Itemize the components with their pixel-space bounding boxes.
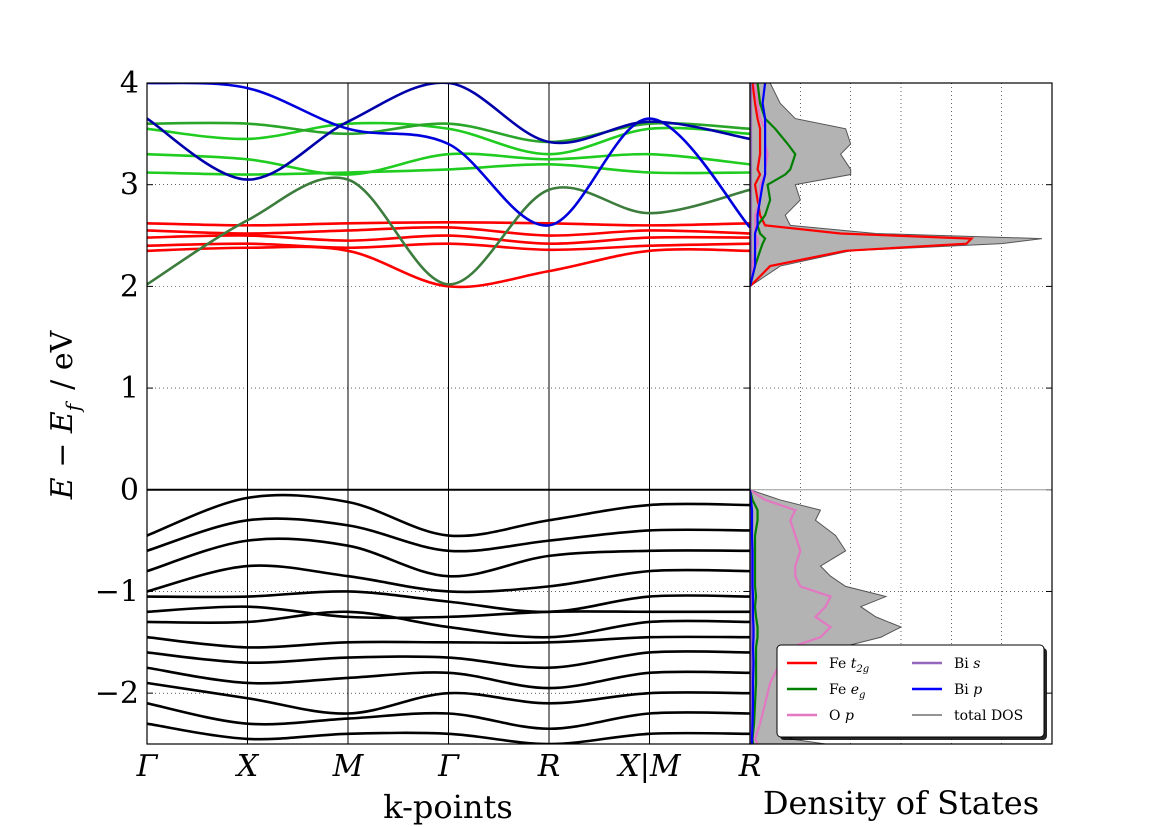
valence-band-line — [147, 610, 750, 639]
legend-label-subscript: 2g — [855, 664, 869, 675]
conduction-band-line — [147, 176, 750, 286]
kpoint-label: Γ — [136, 749, 159, 784]
legend-label: O p — [829, 708, 854, 724]
dos-x-axis-label: Density of States — [763, 784, 1039, 822]
band-y-tick-label: −1 — [95, 574, 139, 609]
legend-label-text: O — [829, 708, 845, 724]
valence-band-line — [147, 564, 750, 594]
legend-label-symbol: s — [973, 656, 980, 672]
band-y-ticks: −2 −1 0 1 2 3 4 — [95, 66, 750, 711]
pdos-line — [750, 488, 833, 744]
pdos-line — [750, 489, 759, 744]
band-y-tick-label: 2 — [120, 269, 139, 304]
legend-label-symbol: e — [851, 682, 859, 698]
svg-text:E − Ef/ eV: E − Ef / eV — [45, 329, 85, 500]
conduction-band-line — [147, 245, 750, 289]
kpoint-label: M — [332, 749, 365, 784]
valence-band-line — [147, 605, 750, 620]
legend-label: Fe t2g — [829, 656, 869, 675]
valence-band-line — [147, 666, 750, 690]
pdos-line — [750, 83, 975, 288]
band-y-tick-label: 3 — [120, 168, 139, 203]
conduction-band-line — [147, 221, 750, 227]
legend-label-text: Fe — [829, 656, 851, 672]
valence-band-line — [147, 590, 750, 614]
valence-band-line — [147, 517, 750, 553]
kpoint-label: R — [537, 749, 561, 784]
band-lines — [147, 83, 750, 744]
conduction-band-line — [147, 83, 750, 181]
pdos-line — [750, 83, 797, 287]
pdos-line — [750, 489, 755, 744]
valence-band-line — [147, 493, 750, 538]
band-grid — [147, 82, 750, 744]
dos-axes-frame — [749, 82, 1053, 745]
legend-label: Fe eg — [829, 682, 865, 701]
band-x-axis-label: k-points — [383, 788, 513, 826]
conduction-band-line — [147, 152, 750, 176]
y-label-sub: f — [61, 400, 85, 413]
legend-label: Bi p — [954, 682, 982, 698]
band-y-tick-label: −2 — [95, 676, 139, 711]
conduction-band-line — [147, 242, 750, 252]
legend-label-text: Bi — [954, 656, 973, 672]
valence-band-line — [147, 635, 750, 649]
pdos-line — [750, 83, 767, 287]
valence-band-line — [147, 537, 750, 578]
band-y-tick-label: 1 — [120, 371, 139, 406]
legend-label-text: total DOS — [954, 708, 1023, 724]
conduction-band-line — [147, 163, 750, 176]
conduction-band-line — [147, 234, 750, 245]
conduction-band-line — [147, 225, 750, 237]
band-x-ticks: Γ X M Γ R X|M R — [136, 749, 762, 784]
valence-band-line — [147, 702, 750, 731]
kpoint-label: X — [235, 749, 260, 784]
legend-label-symbol: t — [851, 656, 857, 672]
legend-label-text: Fe — [829, 682, 851, 698]
band-y-tick-label: 4 — [120, 66, 139, 101]
legend-label: Bi s — [954, 656, 980, 672]
pdos-line — [750, 83, 753, 287]
legend-label-subscript: g — [859, 690, 865, 701]
band-y-tick-label: 0 — [120, 473, 139, 508]
valence-band-line — [147, 650, 750, 670]
legend-label-symbol: p — [845, 708, 854, 724]
y-label-unit: / eV — [45, 329, 80, 389]
valence-band-line — [147, 681, 750, 715]
band-structure-panel: −2 −1 0 1 2 3 4 Γ X M Γ R X|M R k-points E − Ef / eV — [45, 66, 761, 826]
valence-band-line — [147, 722, 750, 744]
conduction-band-line — [147, 121, 750, 156]
kpoint-label: R — [738, 749, 762, 784]
legend-label-symbol: p — [973, 682, 982, 698]
band-y-axis-label: E − Ef / eV — [45, 329, 85, 500]
conduction-band-line — [147, 83, 750, 229]
legend-label-text: Bi — [954, 682, 973, 698]
conduction-band-line — [147, 121, 750, 144]
y-label-main: E − E — [45, 411, 80, 500]
kpoint-label: Γ — [437, 749, 460, 784]
kpoint-label: X|M — [616, 749, 681, 784]
legend-label: total DOS — [954, 708, 1023, 724]
total-dos-area — [750, 83, 1042, 287]
legend-box — [776, 644, 1045, 738]
